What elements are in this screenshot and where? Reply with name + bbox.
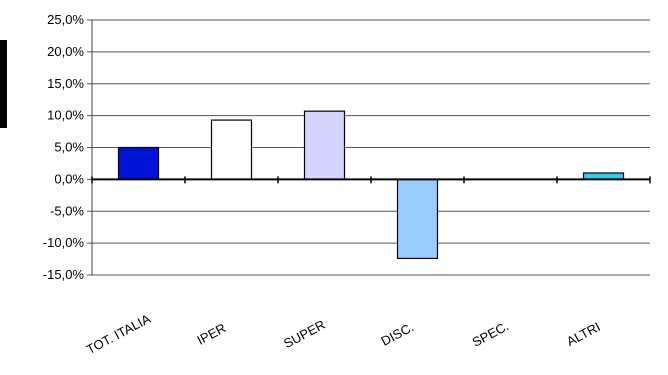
y-tick-label: 20,0% [47,44,84,59]
y-tick-label: 25,0% [47,12,84,27]
bar [117,146,160,180]
y-tick-label: 10,0% [47,108,84,123]
category-label: DISC. [379,319,417,349]
category-label: SPEC. [470,318,511,350]
y-tick-label: -10,0% [43,235,85,250]
category-label: SUPER [281,317,328,351]
y-tick-label: 5,0% [54,140,84,155]
y-tick-label: -5,0% [50,203,84,218]
category-label: TOT. ITALIA [84,311,153,357]
bar [210,119,253,180]
left-edge-bar [0,40,7,128]
y-tick-label: -15,0% [43,267,85,282]
y-tick-label: 0,0% [54,171,84,186]
category-label: ALTRI [564,319,603,349]
bar [396,178,439,260]
category-label: IPER [194,320,228,347]
bar [303,110,346,180]
y-tick-label: 15,0% [47,76,84,91]
